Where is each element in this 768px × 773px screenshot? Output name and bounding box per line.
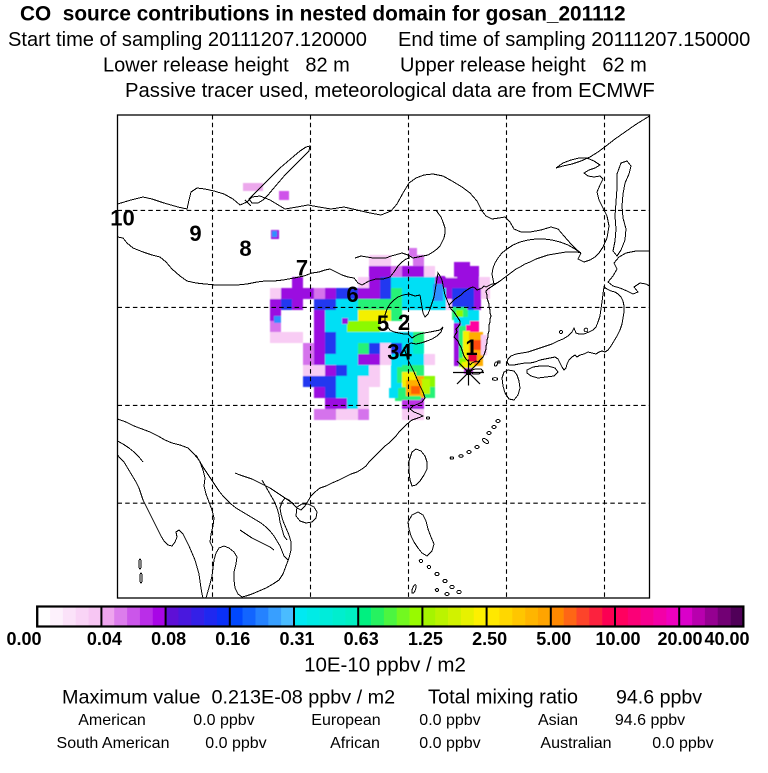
svg-text:0.0 ppbv: 0.0 ppbv bbox=[205, 735, 266, 752]
svg-text:Asian: Asian bbox=[538, 712, 578, 729]
svg-text:2: 2 bbox=[398, 310, 410, 335]
svg-text:Lower release height 82 m: Lower release height 82 m bbox=[103, 55, 350, 77]
svg-text:94.6 ppbv: 94.6 ppbv bbox=[616, 687, 702, 709]
svg-text:0.04: 0.04 bbox=[87, 629, 122, 649]
svg-text:Maximum value 0.213E-08 ppbv: Maximum value 0.213E-08 ppbv / m2 bbox=[62, 687, 395, 709]
svg-text:40.00: 40.00 bbox=[704, 629, 749, 649]
svg-text:2.50: 2.50 bbox=[472, 629, 507, 649]
svg-text:0.16: 0.16 bbox=[215, 629, 250, 649]
svg-text:5: 5 bbox=[377, 311, 389, 336]
svg-text:African: African bbox=[330, 735, 380, 752]
svg-text:0.00: 0.00 bbox=[6, 629, 41, 649]
svg-text:94.6 ppbv: 94.6 ppbv bbox=[615, 712, 685, 729]
svg-text:0.63: 0.63 bbox=[344, 629, 379, 649]
svg-text:20.00: 20.00 bbox=[657, 629, 702, 649]
svg-text:9: 9 bbox=[189, 221, 201, 246]
svg-text:1: 1 bbox=[465, 335, 477, 360]
svg-text:0.0 ppbv: 0.0 ppbv bbox=[193, 712, 254, 729]
svg-text:Australian: Australian bbox=[540, 735, 611, 752]
svg-text:End time of sampling 20111207.: End time of sampling 20111207.150000 bbox=[398, 29, 750, 51]
svg-text:Start time of sampling 2011120: Start time of sampling 20111207.120000 bbox=[8, 29, 367, 51]
svg-text:10E-10 ppbv / m2: 10E-10 ppbv / m2 bbox=[304, 654, 466, 677]
svg-text:Upper release height 62 m: Upper release height 62 m bbox=[400, 55, 647, 77]
svg-text:South American: South American bbox=[57, 735, 170, 752]
svg-text:1.25: 1.25 bbox=[408, 629, 443, 649]
svg-text:European: European bbox=[311, 712, 380, 729]
svg-text:7: 7 bbox=[296, 256, 308, 281]
svg-text:Passive tracer used, meteorolo: Passive tracer used, meteorological data… bbox=[125, 80, 655, 102]
svg-text:8: 8 bbox=[239, 236, 251, 261]
svg-text:0.0 ppbv: 0.0 ppbv bbox=[652, 735, 713, 752]
svg-text:CO source contributions in ne: CO source contributions in nested domain… bbox=[20, 3, 626, 26]
svg-text:American: American bbox=[78, 712, 146, 729]
svg-text:10.00: 10.00 bbox=[595, 629, 640, 649]
svg-text:0.0 ppbv: 0.0 ppbv bbox=[419, 712, 480, 729]
svg-text:0.08: 0.08 bbox=[151, 629, 186, 649]
svg-text:0.0 ppbv: 0.0 ppbv bbox=[419, 735, 480, 752]
svg-text:34: 34 bbox=[387, 340, 412, 365]
svg-text:10: 10 bbox=[110, 206, 134, 231]
svg-text:0.31: 0.31 bbox=[279, 629, 314, 649]
svg-text:Total mixing ratio: Total mixing ratio bbox=[428, 687, 578, 709]
svg-text:6: 6 bbox=[346, 282, 358, 307]
svg-text:5.00: 5.00 bbox=[536, 629, 571, 649]
